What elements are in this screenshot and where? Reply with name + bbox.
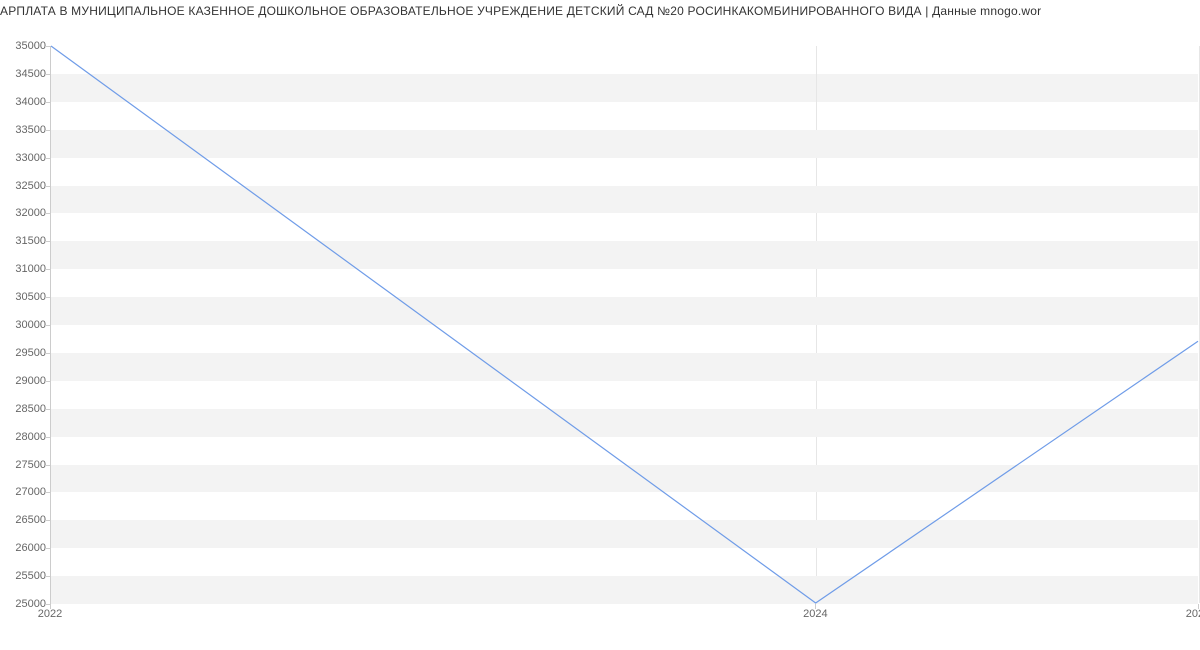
- y-tick-label: 30500: [2, 291, 46, 303]
- series-line: [51, 46, 1198, 603]
- chart-container: 2022202420252500025500260002650027000275…: [0, 22, 1200, 642]
- y-tick-label: 35000: [2, 40, 46, 52]
- y-tick-label: 28000: [2, 431, 46, 443]
- y-tick-label: 32000: [2, 207, 46, 219]
- y-tick-label: 27500: [2, 459, 46, 471]
- y-tick-mark: [45, 576, 50, 577]
- y-tick-label: 26000: [2, 542, 46, 554]
- y-tick-label: 31500: [2, 235, 46, 247]
- plot-area: [50, 46, 1198, 604]
- y-tick-label: 25500: [2, 570, 46, 582]
- y-tick-mark: [45, 213, 50, 214]
- x-tick-label: 2025: [1186, 608, 1200, 620]
- y-tick-mark: [45, 381, 50, 382]
- y-tick-mark: [45, 186, 50, 187]
- y-tick-label: 25000: [2, 598, 46, 610]
- y-tick-mark: [45, 465, 50, 466]
- y-tick-label: 28500: [2, 403, 46, 415]
- y-tick-mark: [45, 269, 50, 270]
- y-tick-mark: [45, 102, 50, 103]
- y-tick-mark: [45, 158, 50, 159]
- y-tick-mark: [45, 409, 50, 410]
- y-tick-mark: [45, 130, 50, 131]
- y-tick-label: 33000: [2, 152, 46, 164]
- y-tick-label: 31000: [2, 263, 46, 275]
- y-tick-mark: [45, 241, 50, 242]
- y-tick-mark: [45, 353, 50, 354]
- y-tick-label: 32500: [2, 180, 46, 192]
- y-tick-label: 33500: [2, 124, 46, 136]
- y-tick-mark: [45, 325, 50, 326]
- y-tick-label: 34500: [2, 68, 46, 80]
- y-tick-mark: [45, 520, 50, 521]
- y-tick-mark: [45, 74, 50, 75]
- y-tick-mark: [45, 548, 50, 549]
- x-tick-label: 2024: [803, 608, 827, 620]
- y-tick-mark: [45, 46, 50, 47]
- y-tick-label: 27000: [2, 486, 46, 498]
- y-tick-label: 34000: [2, 96, 46, 108]
- y-tick-label: 26500: [2, 514, 46, 526]
- y-tick-mark: [45, 492, 50, 493]
- line-series-svg: [51, 46, 1198, 603]
- y-tick-label: 29500: [2, 347, 46, 359]
- y-tick-label: 30000: [2, 319, 46, 331]
- y-tick-mark: [45, 437, 50, 438]
- y-tick-label: 29000: [2, 375, 46, 387]
- y-tick-mark: [45, 604, 50, 605]
- y-tick-mark: [45, 297, 50, 298]
- chart-title: АРПЛАТА В МУНИЦИПАЛЬНОЕ КАЗЕННОЕ ДОШКОЛЬ…: [0, 0, 1200, 22]
